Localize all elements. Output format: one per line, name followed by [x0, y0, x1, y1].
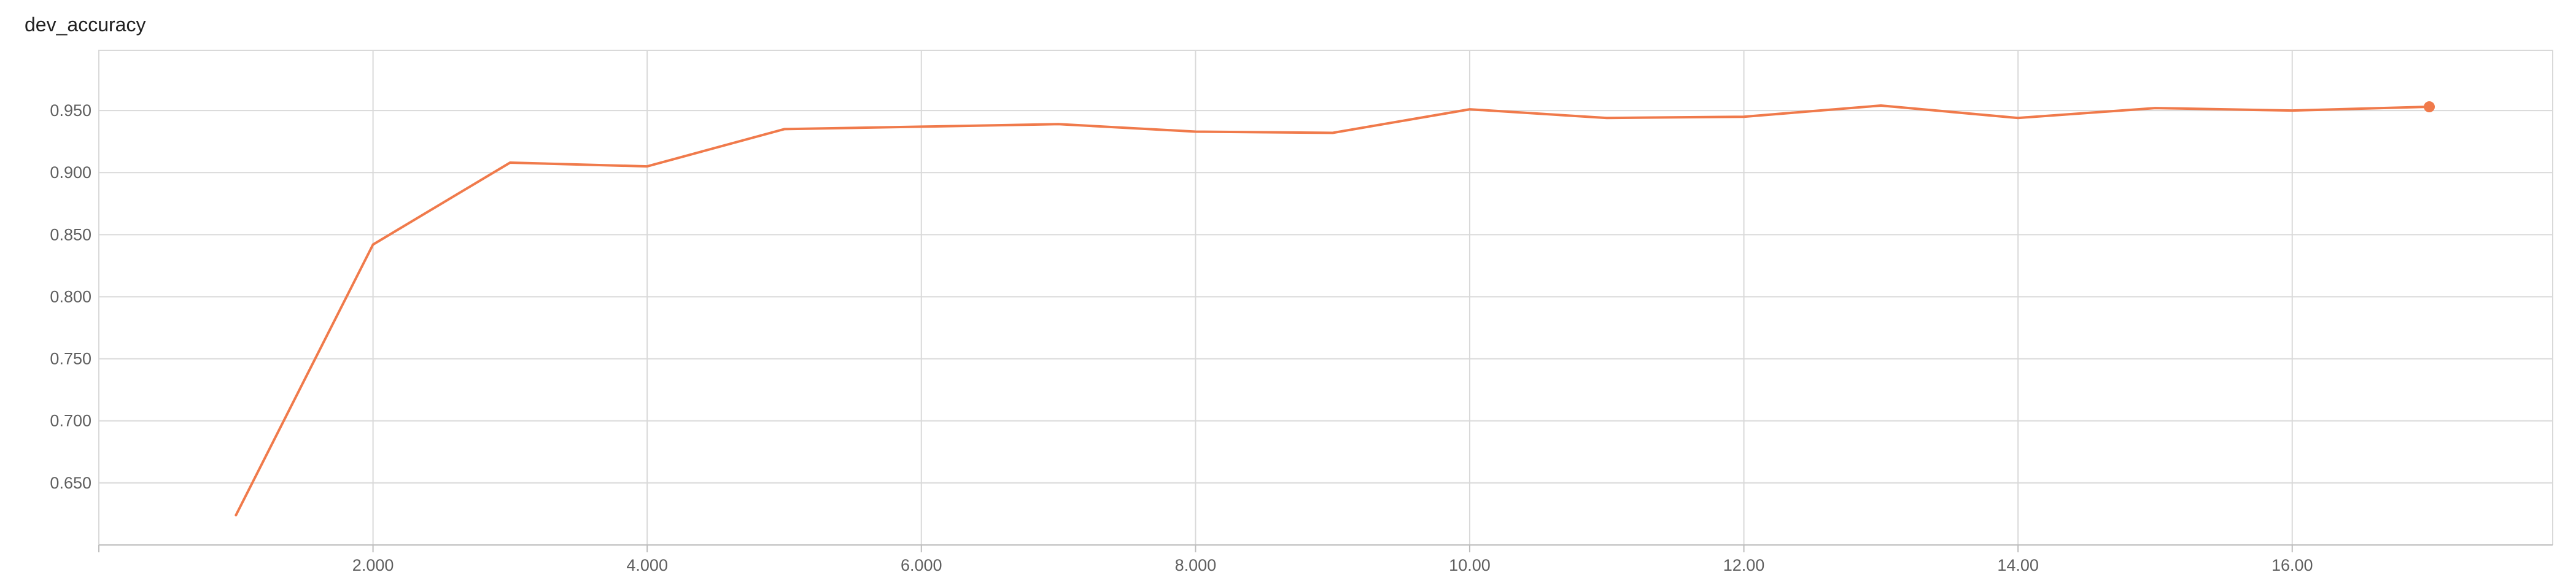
- x-tick-label: 12.00: [1723, 556, 1765, 574]
- x-tick-label: 2.000: [352, 556, 394, 574]
- x-tick-label: 10.00: [1449, 556, 1491, 574]
- x-tick-label: 6.000: [901, 556, 942, 574]
- y-tick-label: 0.850: [50, 225, 91, 244]
- x-tick-label: 8.000: [1175, 556, 1217, 574]
- series-line: [235, 104, 2431, 517]
- y-tick-label: 0.900: [50, 163, 91, 182]
- y-tick-label: 0.750: [50, 350, 91, 368]
- y-tick-label: 0.800: [50, 287, 91, 306]
- x-tick-label: 4.000: [626, 556, 668, 574]
- y-tick-label: 0.650: [50, 474, 91, 492]
- x-tick-label: 14.00: [1997, 556, 2039, 574]
- plot-frame: [98, 50, 2553, 545]
- chart-title: dev_accuracy: [25, 14, 146, 36]
- x-tick-label: 16.00: [2271, 556, 2313, 574]
- y-tick-label: 0.700: [50, 412, 91, 430]
- y-tick-label: 0.950: [50, 101, 91, 120]
- last-point-marker: [2424, 101, 2435, 113]
